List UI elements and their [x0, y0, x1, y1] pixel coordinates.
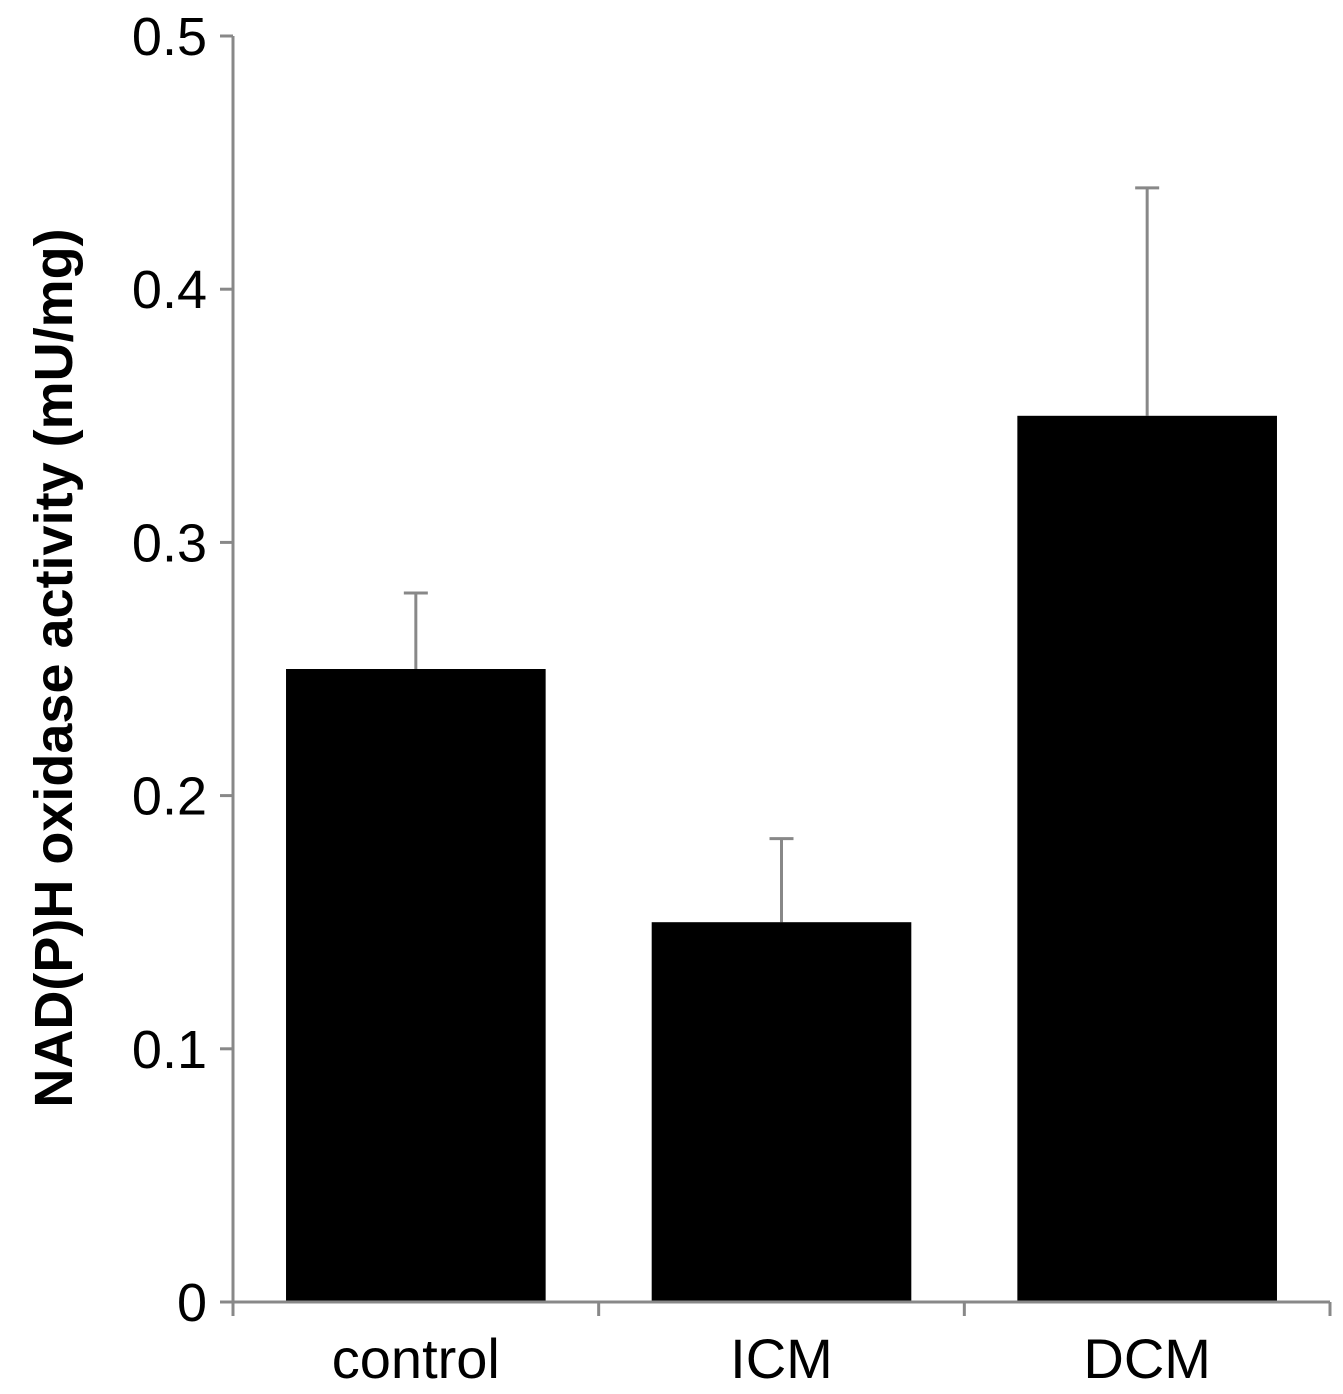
x-tick-label-control: control	[332, 1327, 500, 1390]
axes	[231, 36, 1330, 1304]
bar-control	[286, 669, 546, 1302]
error-bars	[403, 186, 1160, 923]
y-tick-label: 0.4	[132, 260, 207, 320]
x-tick-label-dcm: DCM	[1083, 1327, 1211, 1390]
y-tick-label: 0	[177, 1273, 207, 1333]
y-tick-label: 0.5	[132, 7, 207, 67]
x-tick-label-icm: ICM	[730, 1327, 833, 1390]
bars	[286, 415, 1277, 1302]
y-axis-label: NAD(P)H oxidase activity (mU/mg)	[24, 228, 84, 1107]
y-ticks: 0 0.1 0.2 0.3 0.4 0.5	[132, 7, 233, 1333]
y-tick-label: 0.1	[132, 1020, 207, 1080]
y-tick-label: 0.2	[132, 767, 207, 827]
x-ticks: control ICM DCM	[231, 1302, 1332, 1390]
y-tick-label: 0.3	[132, 513, 207, 573]
bar-icm	[651, 922, 912, 1302]
bar-dcm	[1017, 415, 1277, 1302]
